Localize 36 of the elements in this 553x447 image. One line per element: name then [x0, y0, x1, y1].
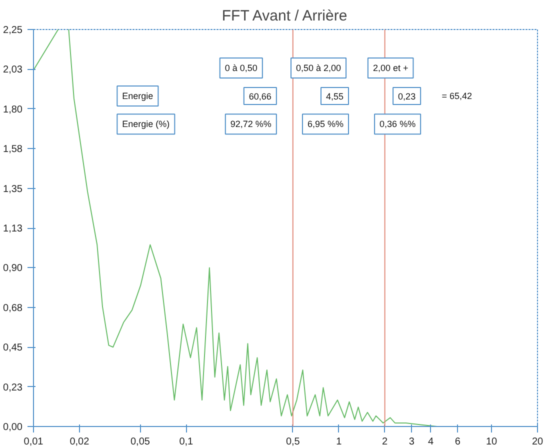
annotation: 6,95 %%	[307, 119, 344, 130]
y-tick-label: 1,80	[3, 104, 23, 116]
x-tick-label: 4	[428, 436, 434, 447]
annotation: Energie (%)	[122, 119, 170, 130]
y-tick-label: 0,45	[3, 342, 23, 354]
x-tick-label: 1	[336, 436, 342, 447]
y-tick-label: 2,03	[3, 64, 23, 76]
x-tick-label: 6	[454, 436, 461, 447]
x-tick-label: 0,02	[70, 436, 90, 447]
x-tick-label: 10	[486, 436, 498, 447]
annotation: = 65,42	[442, 90, 472, 101]
y-tick-label: 0,23	[3, 382, 23, 394]
annotation: Energie	[122, 90, 154, 101]
x-tick-label: 0,5	[286, 436, 300, 447]
x-tick-label: 0,01	[24, 436, 44, 447]
y-tick-label: 1,13	[3, 224, 23, 234]
annotation: 0 à 0,50	[224, 63, 258, 74]
annotation: 4,55	[326, 91, 344, 102]
annotation: 0,50 à 2,00	[296, 63, 342, 74]
annotation: 0,36 %%	[380, 119, 416, 130]
y-tick-label: 0,00	[3, 422, 23, 433]
x-tick-label: 3	[408, 436, 415, 447]
annotation: 0,23	[398, 91, 416, 102]
annotation: 92,72 %%	[230, 119, 272, 130]
x-tick-label: 2	[382, 436, 388, 447]
x-tick-label: 20	[532, 436, 544, 447]
chart-title: FFT Avant / Arrière	[222, 8, 348, 24]
y-tick-label: 1,35	[3, 184, 23, 195]
annotation: 60,66	[248, 91, 272, 102]
x-tick-label: 0,1	[179, 436, 194, 447]
y-tick-label: 2,25	[3, 25, 23, 36]
y-tick-label: 1,58	[3, 144, 23, 156]
y-tick-label: 0,68	[3, 302, 23, 314]
annotation: 2,00 et +	[372, 63, 408, 74]
x-tick-label: 0,05	[130, 436, 150, 447]
y-tick-label: 0,90	[3, 263, 23, 274]
